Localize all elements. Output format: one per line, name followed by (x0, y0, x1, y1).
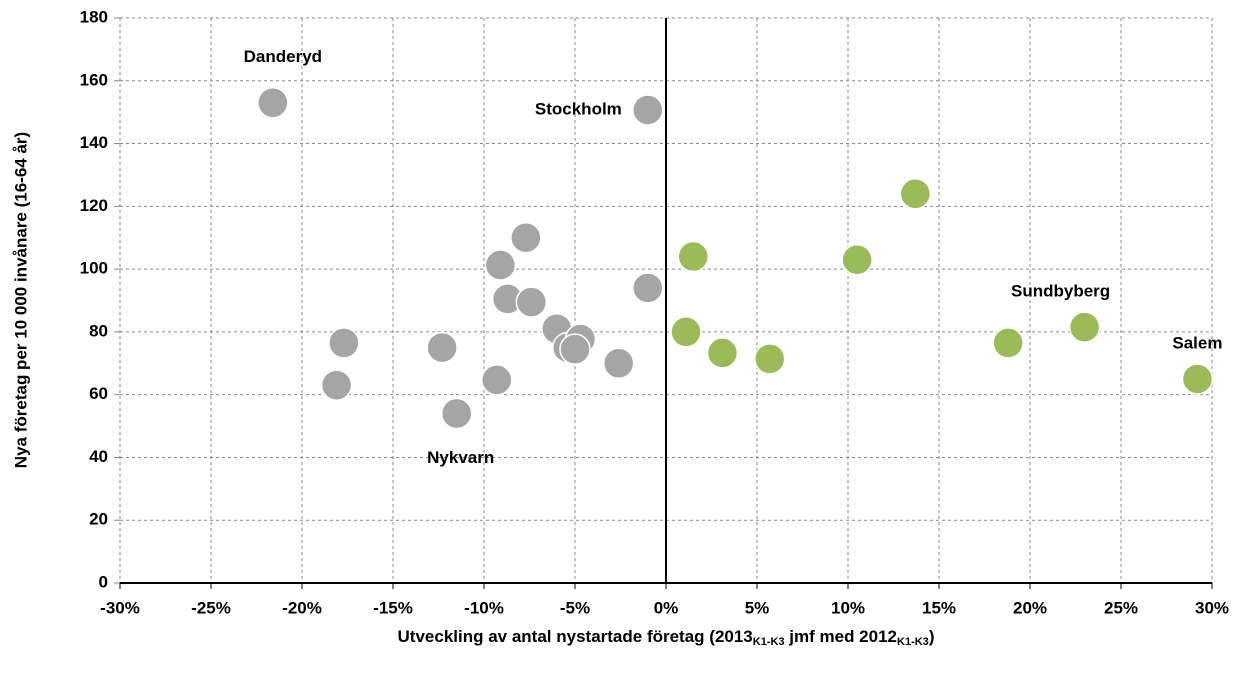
y-tick-label: 40 (89, 447, 108, 466)
point (1181, 363, 1214, 395)
x-tick-label: -20% (282, 598, 322, 617)
point (841, 243, 873, 276)
x-axis-label-part: K1-K3 (753, 636, 785, 648)
y-axis-label: Nya företag per 10 000 invånare (16-64 å… (11, 132, 30, 468)
y-tick-label: 140 (80, 133, 108, 152)
x-tick-label: -10% (464, 598, 504, 617)
point (484, 249, 517, 281)
point (515, 286, 548, 318)
point (753, 343, 786, 375)
point-label: Danderyd (244, 47, 322, 66)
point (992, 327, 1024, 359)
point (1068, 311, 1101, 343)
x-tick-label: -30% (100, 598, 140, 617)
x-tick-label: 10% (831, 598, 865, 617)
point-label: Sundbyberg (1011, 282, 1110, 301)
x-axis-label: Utveckling av antal nystartade företag (… (398, 627, 935, 647)
y-tick-label: 60 (89, 384, 108, 403)
x-tick-label: -15% (373, 598, 413, 617)
x-tick-label: 0% (654, 598, 679, 617)
y-tick-label: 160 (80, 70, 108, 89)
point (559, 333, 591, 365)
y-tick-label: 80 (89, 321, 108, 340)
x-tick-label: 30% (1195, 598, 1229, 617)
point-label: Nykvarn (427, 448, 494, 467)
y-tick-label: 100 (80, 259, 108, 278)
x-tick-label: 20% (1013, 598, 1047, 617)
point (480, 364, 513, 396)
x-axis-label-part: Utveckling av antal nystartade företag (… (398, 627, 753, 646)
point (677, 240, 710, 273)
point (632, 272, 664, 304)
point (257, 87, 289, 119)
x-tick-label: 5% (745, 598, 770, 617)
point (328, 327, 360, 359)
point (426, 331, 458, 364)
y-tick-label: 180 (80, 7, 108, 26)
point-label: Salem (1172, 333, 1222, 352)
y-tick-label: 20 (89, 510, 108, 529)
point (670, 316, 702, 348)
x-tick-label: -25% (191, 598, 231, 617)
x-axis-label-part: ) (929, 627, 935, 646)
point (510, 221, 542, 254)
point (440, 397, 473, 430)
point (602, 347, 635, 380)
x-tick-label: -5% (560, 598, 590, 617)
x-axis-label-part: jmf med 2012 (785, 627, 897, 646)
x-tick-label: 25% (1104, 598, 1138, 617)
point (632, 94, 664, 126)
point (899, 178, 932, 210)
y-tick-label: 0 (99, 572, 108, 591)
x-axis-label-part: K1-K3 (897, 636, 929, 648)
y-tick-label: 120 (80, 196, 108, 215)
point (320, 369, 353, 401)
point-label: Stockholm (535, 99, 622, 118)
point (706, 337, 739, 369)
x-tick-label: 15% (922, 598, 956, 617)
